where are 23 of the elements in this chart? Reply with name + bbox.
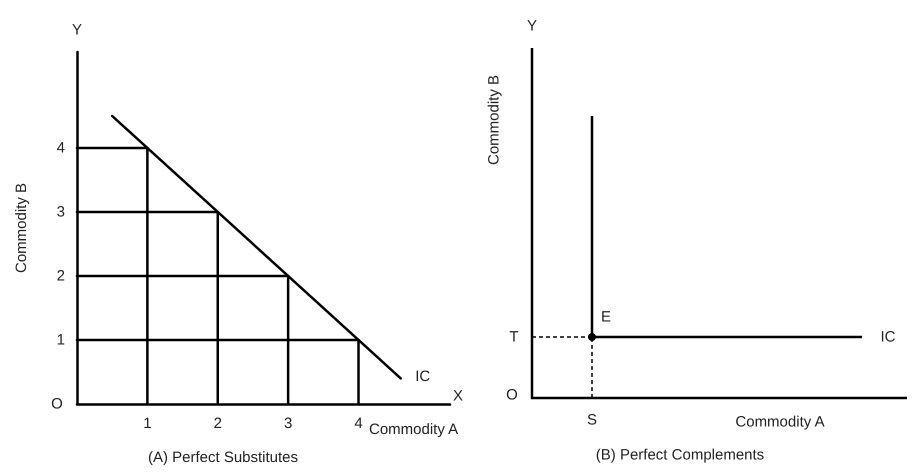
text: IC bbox=[880, 328, 896, 346]
text: O bbox=[506, 386, 518, 404]
text: T bbox=[509, 328, 519, 346]
annotation: IC bbox=[415, 368, 430, 385]
text: Y bbox=[526, 18, 538, 34]
x-axis-title: Commodity A bbox=[368, 421, 458, 438]
x-tick-label: 1 bbox=[143, 415, 152, 432]
text: Y bbox=[72, 22, 82, 38]
text: (B) Perfect Complements bbox=[596, 446, 764, 464]
x-tick-label: 3 bbox=[284, 415, 292, 432]
text: O bbox=[51, 396, 63, 412]
y-tick-label: 1 bbox=[56, 332, 65, 348]
text: Commodity B bbox=[486, 74, 502, 166]
y-axis-title: Commodity B bbox=[13, 182, 30, 274]
text: S bbox=[586, 412, 598, 428]
y-tick-label: 3 bbox=[56, 204, 65, 220]
y-tick-label: 2 bbox=[56, 268, 65, 284]
text: (A) Perfect Substitutes bbox=[148, 449, 298, 466]
text: X bbox=[452, 388, 464, 404]
x-tick-label: 4 bbox=[354, 415, 363, 432]
y-tick-label: 4 bbox=[56, 140, 65, 156]
text: Commodity A bbox=[735, 414, 825, 430]
x-tick-label: 2 bbox=[214, 415, 222, 432]
